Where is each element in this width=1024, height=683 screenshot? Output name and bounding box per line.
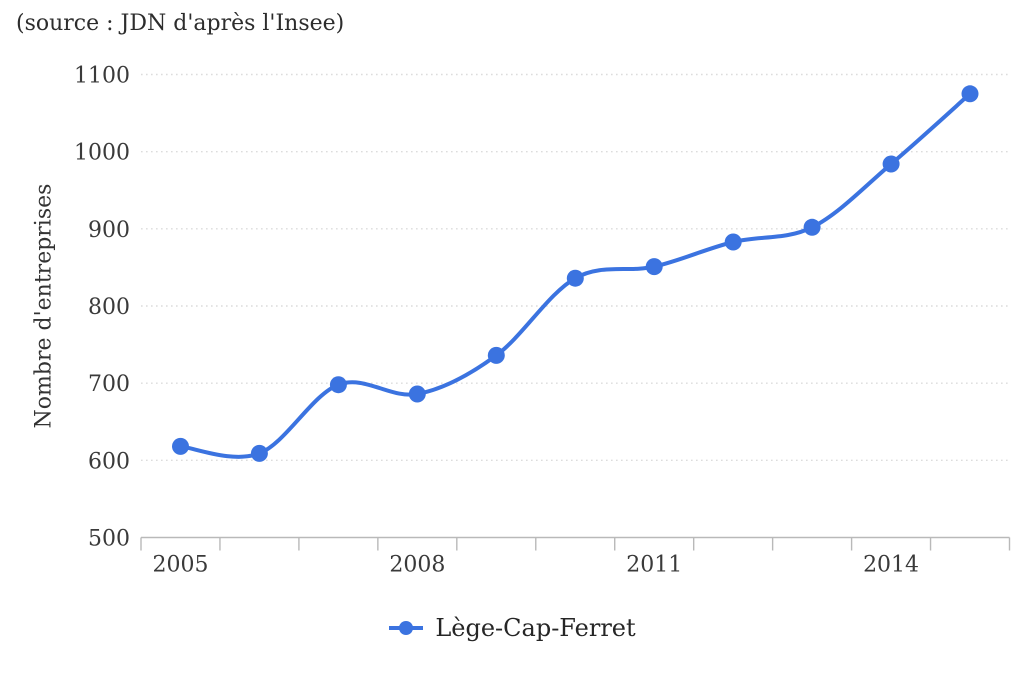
data-point-marker[interactable]: [172, 437, 189, 455]
legend[interactable]: Lège-Cap-Ferret: [0, 614, 1024, 642]
y-tick-label: 1100: [74, 64, 130, 89]
x-tick-label: 2011: [626, 553, 682, 578]
data-point-marker[interactable]: [487, 346, 505, 364]
y-tick-label: 1000: [74, 141, 130, 166]
legend-series-label: Lège-Cap-Ferret: [435, 614, 636, 642]
data-point-marker[interactable]: [329, 376, 347, 394]
x-tick-label: 2005: [152, 553, 208, 578]
data-point-marker[interactable]: [882, 155, 900, 173]
data-point-marker[interactable]: [724, 233, 742, 251]
data-point-marker[interactable]: [961, 85, 979, 103]
y-tick-label: 600: [88, 449, 130, 474]
data-point-marker[interactable]: [645, 258, 663, 276]
y-tick-label: 900: [88, 218, 130, 243]
data-point-marker[interactable]: [408, 385, 426, 403]
y-tick-label: 700: [88, 372, 130, 397]
source-note: (source : JDN d'après l'Insee): [16, 11, 345, 36]
data-point-marker[interactable]: [250, 444, 268, 462]
y-tick-label: 500: [88, 527, 130, 552]
data-point-marker[interactable]: [566, 269, 584, 287]
data-point-marker[interactable]: [803, 218, 821, 236]
legend-marker-icon: [389, 621, 424, 635]
x-tick-label: 2014: [863, 553, 919, 578]
x-tick-label: 2008: [389, 553, 445, 578]
y-tick-label: 800: [88, 295, 130, 320]
